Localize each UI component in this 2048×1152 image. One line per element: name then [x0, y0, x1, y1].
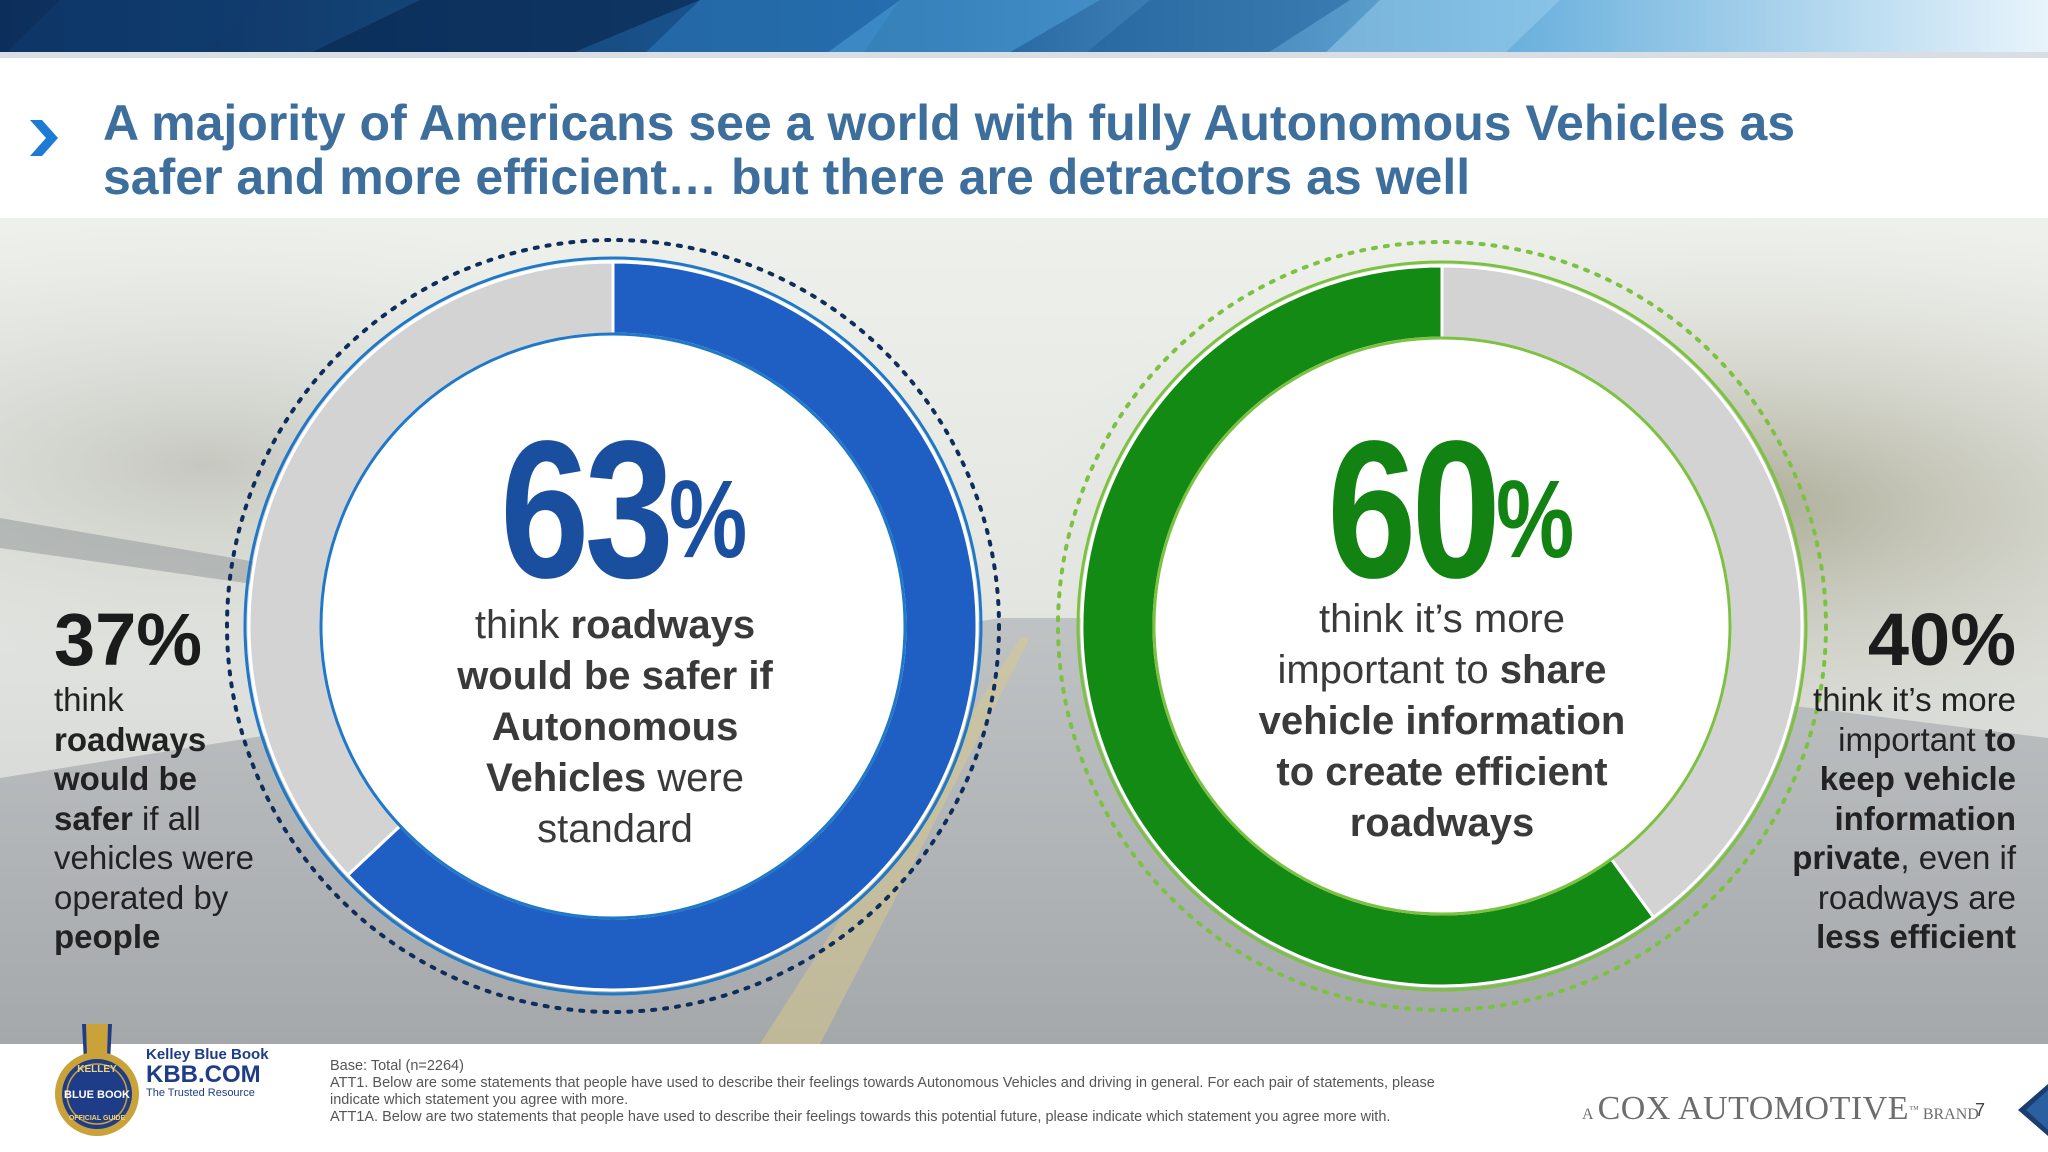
footer [0, 1044, 2048, 1152]
page-number: 7 [1975, 1100, 1986, 1120]
left-stat-value: 37% [54, 598, 203, 681]
donut1-number: 63 [500, 400, 674, 619]
donut1-outer-border [243, 256, 983, 996]
right-stat: 40% think it’s more important to keep ve… [1776, 600, 2016, 957]
base-note: Base: Total (n=2264) ATT1. Below are som… [330, 1058, 1480, 1126]
kbb-brand-text: Kelley Blue Book KBB.COM The Trusted Res… [146, 1046, 269, 1100]
donut1-center: 63% think roadways would be safer if Aut… [420, 400, 810, 855]
base-line-1: ATT1. Below are some statements that peo… [330, 1075, 1435, 1108]
right-stat-text: think it’s more important to keep vehicl… [1792, 681, 2016, 955]
donut1-big-number: 63% [420, 400, 810, 619]
svg-text:BLUE BOOK: BLUE BOOK [64, 1089, 130, 1101]
svg-text:KELLEY: KELLEY [77, 1064, 117, 1075]
donut2-big-number: 60% [1237, 400, 1647, 619]
donut1-center-disc [319, 332, 907, 920]
donut2-caption: think it’s more important to share vehic… [1258, 597, 1626, 845]
svg-text:OFFICIAL GUIDE: OFFICIAL GUIDE [69, 1115, 126, 1122]
right-stat-value: 40% [1867, 598, 2016, 681]
donut2-center-disc [1152, 336, 1732, 916]
donut2-center: 60% think it’s more important to share v… [1237, 400, 1647, 849]
kbb-seal-logo: KELLEY BLUE BOOK OFFICIAL GUIDE [55, 1024, 139, 1136]
chevron-right-icon [30, 120, 58, 156]
slide-title-line1: A majority of Americans see a world with… [103, 95, 1796, 151]
top-banner [0, 0, 2048, 58]
kbb-line2: KBB.COM [146, 1061, 261, 1088]
left-stat: 37% think roadways would be safer if all… [54, 600, 284, 957]
donut2-outer-border [1076, 260, 1808, 992]
header [0, 58, 2048, 218]
slide-title: A majority of Americans see a world with… [103, 96, 2023, 204]
slide-title-line2: safer and more efficient… but there are … [103, 149, 1471, 205]
kbb-line1: Kelley Blue Book [146, 1046, 269, 1063]
cox-automotive-brand: A COX AUTOMOTIVE™ BRAND [1582, 1090, 1979, 1127]
donut1-caption: think roadways would be safer if Autonom… [457, 603, 773, 851]
donut2-percent-sign: % [1496, 458, 1575, 581]
kbb-line3: The Trusted Resource [146, 1087, 255, 1099]
donut1-percent-sign: % [669, 458, 748, 581]
base-line-0: Base: Total (n=2264) [330, 1058, 464, 1074]
left-stat-text: think roadways would be safer if all veh… [54, 681, 254, 955]
corner-triangle-icon [2018, 1084, 2048, 1136]
donut2-number: 60 [1327, 400, 1501, 619]
donut2-dotted-ring [1056, 240, 1828, 1012]
base-line-2: ATT1A. Below are two statements that peo… [330, 1109, 1391, 1125]
donut1-dotted-ring [225, 238, 1001, 1014]
